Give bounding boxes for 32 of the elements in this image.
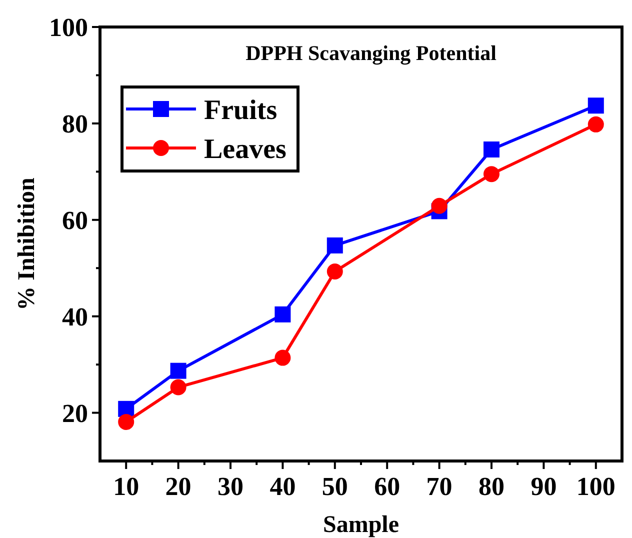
point	[484, 166, 500, 182]
y-axis-title: % Inhibition	[14, 178, 40, 310]
y-tick-label: 100	[49, 13, 88, 42]
x-tick-label: 70	[426, 472, 452, 501]
legend-label: Fruits	[204, 95, 278, 126]
point	[484, 141, 500, 158]
point	[274, 306, 291, 322]
y-tick-label: 60	[62, 206, 88, 235]
point	[118, 414, 134, 430]
x-tick-label: 30	[218, 472, 244, 501]
point	[588, 116, 604, 132]
x-tick-label: 90	[530, 472, 557, 501]
point	[170, 379, 186, 396]
text: DPPH Scavanging Potential	[246, 41, 497, 65]
x-tick-label: 20	[165, 472, 192, 501]
point	[431, 198, 448, 214]
x-tick-label: 10	[113, 472, 140, 501]
point	[588, 98, 604, 114]
x-tick-label: 60	[374, 472, 400, 501]
x-tick-label: 100	[576, 472, 616, 501]
x-tick-label: 40	[270, 472, 296, 501]
x-tick-label: 80	[478, 472, 504, 501]
point	[326, 263, 343, 280]
legend-label: Leaves	[204, 134, 287, 165]
point	[170, 362, 186, 379]
y-tick-label: 40	[62, 302, 88, 332]
y-tick-label: 20	[62, 398, 88, 428]
point	[274, 350, 291, 366]
x-tick-label: 50	[322, 472, 348, 501]
y-tick-label: 80	[62, 109, 88, 138]
x-axis-title: Sample	[322, 512, 400, 538]
point	[326, 237, 343, 254]
